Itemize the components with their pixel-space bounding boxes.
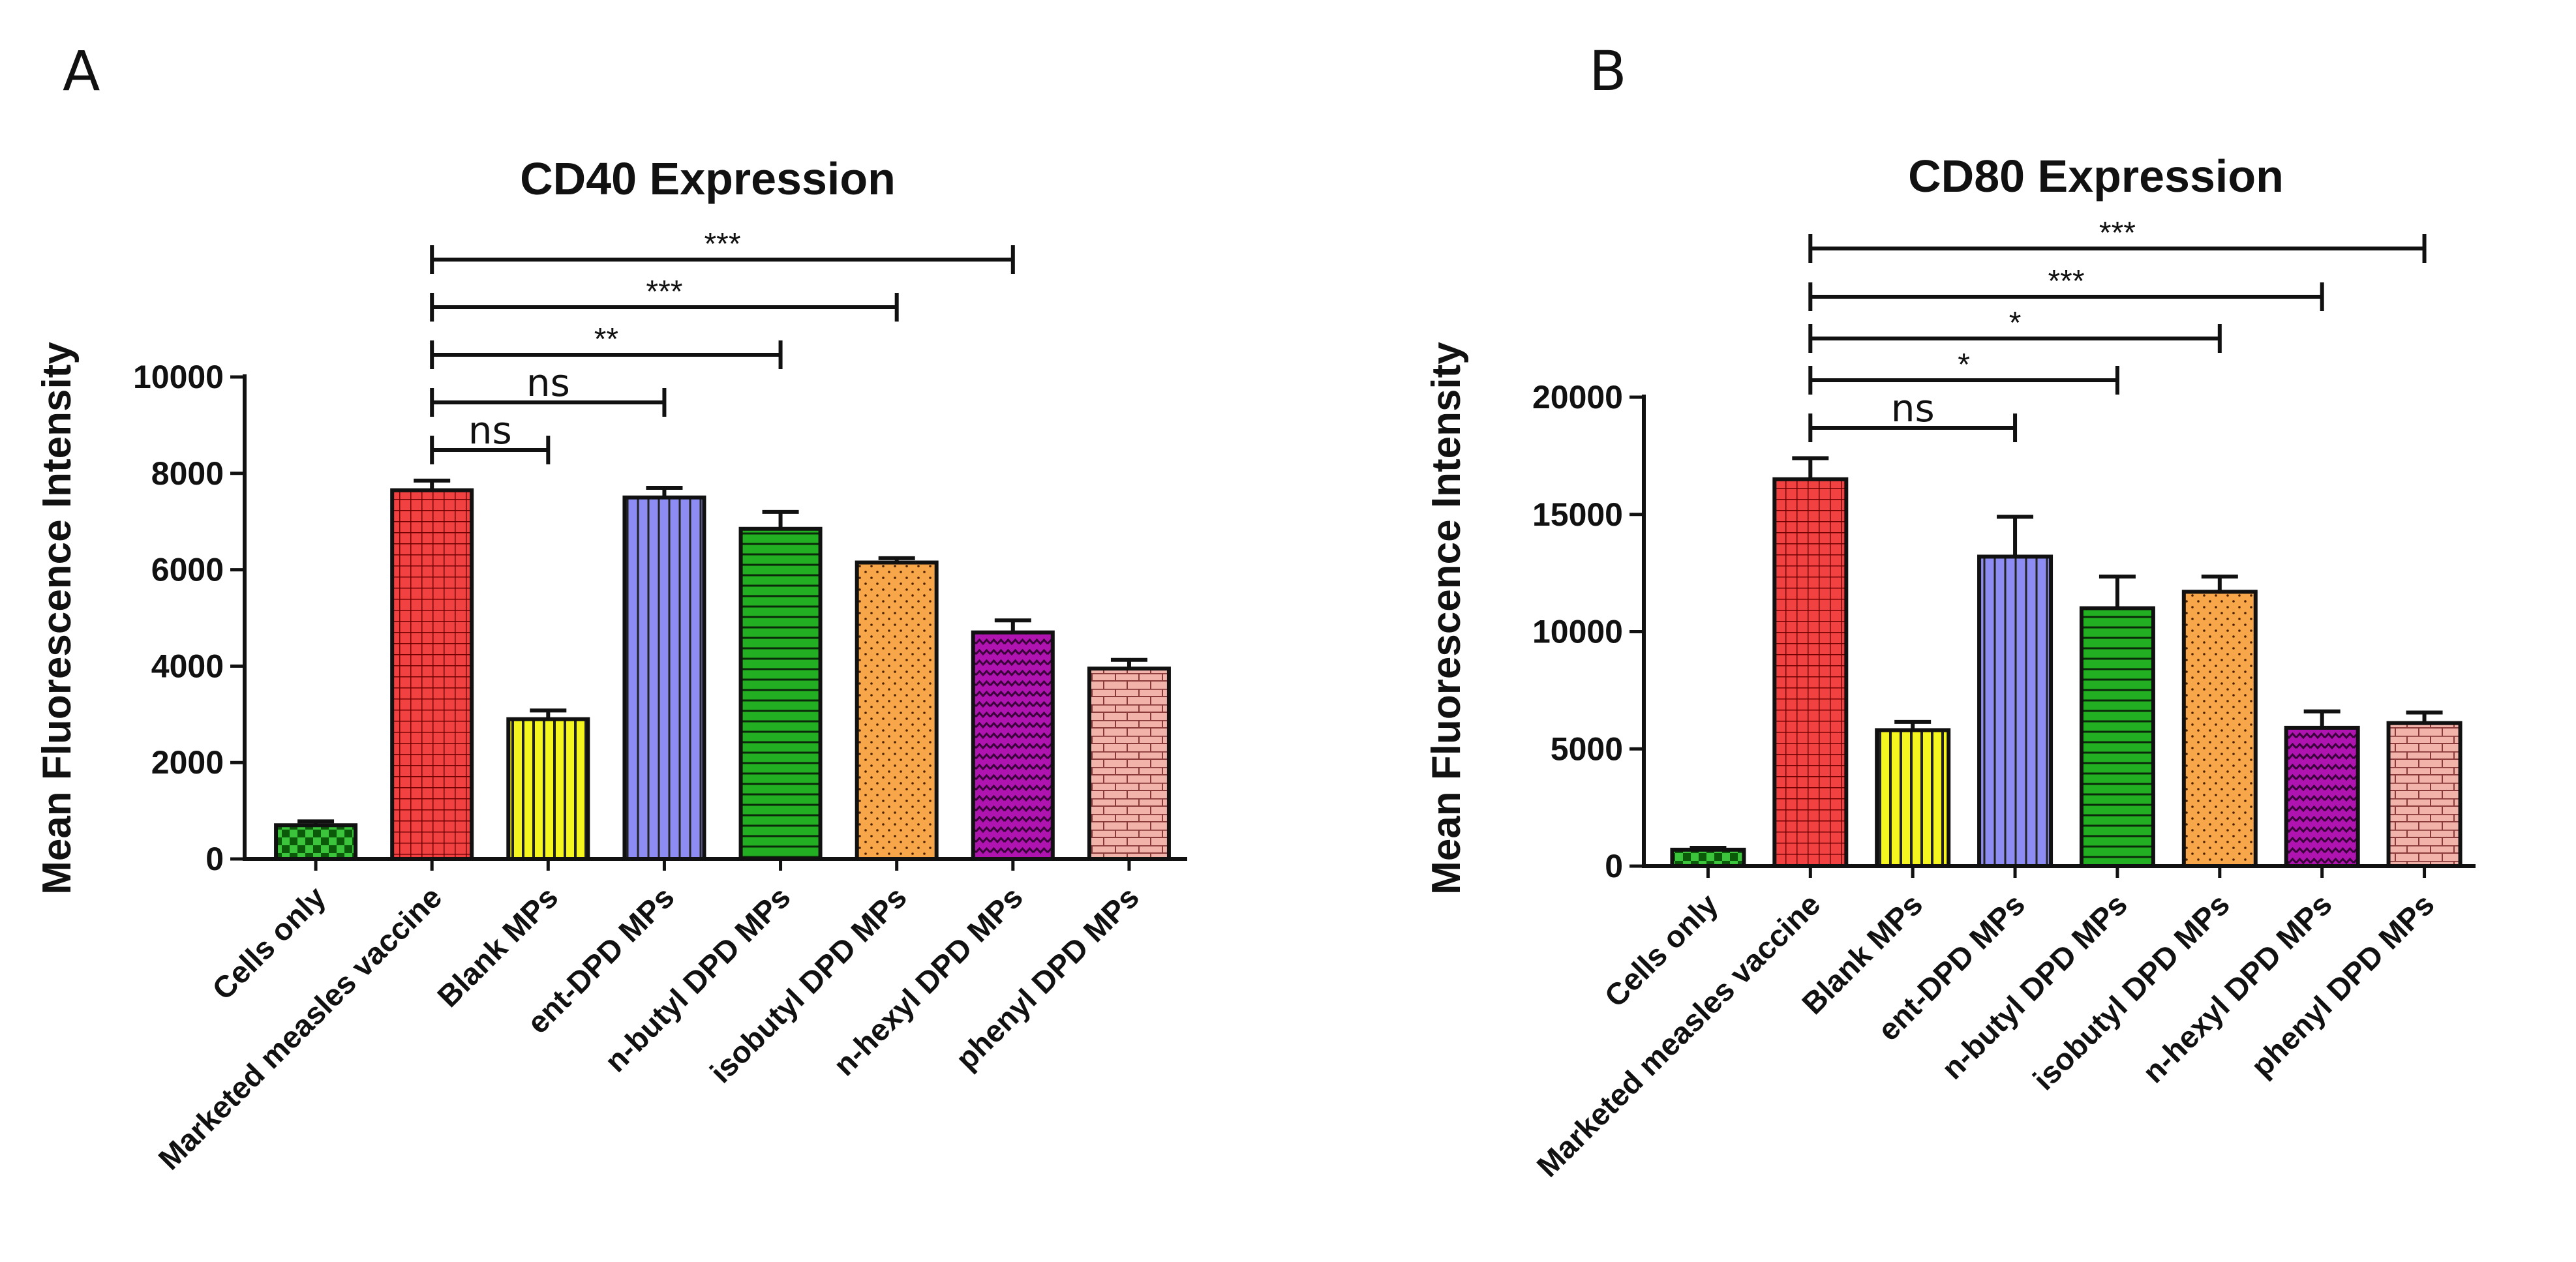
y-tick-label: 20000 — [1532, 379, 1623, 415]
chart-title: CD80 Expression — [1908, 151, 2284, 202]
x-tick-label: n-butyl DPD MPs — [1935, 887, 2134, 1086]
bar — [622, 495, 706, 861]
significance-label: ns — [1891, 386, 1935, 430]
significance-bracket — [430, 436, 551, 464]
significance-bracket — [430, 388, 667, 417]
y-tick-label: 0 — [205, 841, 224, 877]
error-bar — [414, 478, 451, 490]
significance-label: *** — [646, 275, 682, 309]
error-bar — [1792, 456, 1829, 479]
y-tick-label: 15000 — [1532, 496, 1623, 533]
panel-a-letter: A — [63, 39, 100, 103]
significance-bracket — [1808, 324, 2222, 353]
y-axis-label: Mean Fluorescence Intensity — [1424, 342, 1469, 895]
error-bar — [2099, 575, 2136, 608]
significance-label: * — [2009, 306, 2022, 340]
significance-label: *** — [2048, 264, 2084, 299]
bar — [1772, 477, 1849, 868]
error-bar — [994, 618, 1031, 633]
significance-bracket — [430, 293, 899, 322]
bar — [1875, 728, 1951, 868]
y-tick-label: 0 — [1605, 848, 1623, 884]
bar — [1670, 847, 1746, 868]
error-bar — [878, 556, 915, 563]
bar — [971, 630, 1055, 861]
cd80-chart-panel: CD80 Expression Mean Fluorescence Intensi… — [1424, 151, 2476, 1184]
y-tick-label: 8000 — [151, 455, 224, 492]
panel-b-letter: B — [1589, 39, 1627, 103]
y-tick-label: 6000 — [151, 552, 224, 588]
significance-bracket — [1808, 234, 2427, 263]
x-tick-label: isobutyl DPD MPs — [2026, 887, 2236, 1097]
bar — [2386, 721, 2462, 868]
significance-label: ns — [526, 361, 570, 405]
y-tick-label: 10000 — [1532, 614, 1623, 650]
significance-bracket — [1808, 413, 2018, 442]
error-bar — [530, 708, 567, 719]
bar — [506, 717, 590, 861]
significance-bracket — [430, 340, 783, 369]
bar — [2181, 590, 2258, 868]
significance-label: * — [1958, 348, 1970, 382]
error-bar — [762, 509, 799, 529]
x-tick-label: isobutyl DPD MPs — [703, 880, 913, 1090]
significance-bracket — [430, 245, 1015, 274]
significance-label: ** — [594, 322, 618, 357]
bar — [2079, 606, 2155, 868]
significance-bracket — [1808, 366, 2119, 395]
error-bar — [1110, 657, 1147, 669]
error-bar — [2406, 710, 2443, 723]
y-tick-label: 2000 — [151, 744, 224, 781]
significance-label: ns — [468, 408, 512, 453]
cd40-chart-panel: CD40 Expression Mean Fluorescence Intensi… — [35, 153, 1187, 1177]
y-tick-label: 10000 — [133, 359, 224, 395]
bar — [1977, 554, 2053, 869]
bar — [390, 488, 474, 861]
x-tick-label: phenyl DPD MPs — [2244, 887, 2441, 1084]
error-bar — [1894, 719, 1932, 730]
x-tick-label: Cells only — [205, 880, 332, 1006]
error-bar — [2303, 709, 2341, 728]
x-tick-label: n-hexyl DPD MPs — [826, 880, 1029, 1083]
bar — [738, 526, 823, 861]
chart-title: CD40 Expression — [520, 153, 896, 204]
significance-bracket — [1808, 282, 2324, 311]
y-tick-label: 5000 — [1551, 730, 1623, 767]
bar — [274, 823, 358, 862]
error-bar — [646, 485, 683, 498]
y-axis-label: Mean Fluorescence Intensity — [35, 342, 80, 895]
x-tick-label: n-hexyl DPD MPs — [2136, 887, 2339, 1090]
error-bar — [1997, 515, 2034, 557]
error-bar — [2201, 575, 2238, 592]
error-bar — [297, 819, 335, 826]
significance-label: *** — [2099, 216, 2136, 250]
bar — [855, 560, 939, 861]
error-bar — [1690, 845, 1727, 850]
significance-label: *** — [704, 227, 740, 262]
y-tick-label: 4000 — [151, 648, 224, 684]
bar — [1087, 667, 1171, 861]
bar — [2284, 725, 2360, 869]
